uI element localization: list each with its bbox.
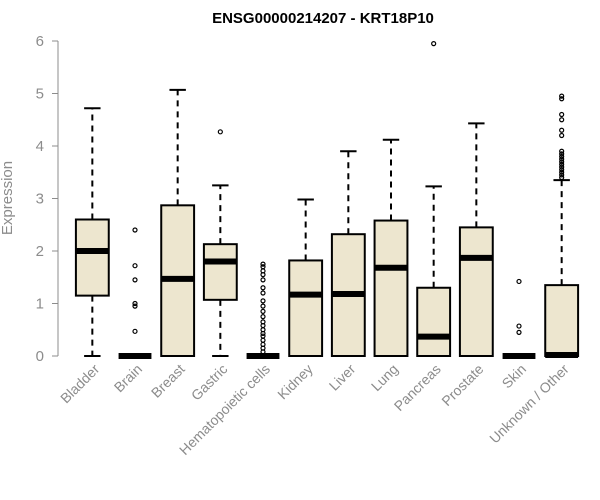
y-tick-label: 6 [36, 33, 44, 50]
outlier-point [132, 277, 138, 283]
box-breast [160, 88, 196, 357]
outlier-point [559, 172, 565, 178]
x-category-label: Liver [326, 361, 359, 394]
outlier-point [559, 132, 565, 139]
box-iqr [373, 219, 409, 357]
outlier-point [516, 329, 522, 335]
box-iqr [74, 218, 110, 297]
box-lung [373, 138, 409, 357]
chart-title: ENSG00000214207 - KRT18P10 [212, 10, 434, 27]
outlier-point [260, 308, 266, 314]
outlier-point [132, 227, 138, 233]
outlier-point [132, 300, 138, 307]
outlier-point [132, 303, 138, 309]
y-tick-label: 3 [36, 191, 44, 208]
y-tick-label: 0 [36, 348, 44, 365]
outlier-point [559, 148, 565, 154]
outlier-point [260, 337, 266, 343]
outlier-point [559, 164, 565, 170]
box-prostate [458, 122, 494, 357]
outlier-point [260, 349, 266, 355]
box-pancreas [416, 41, 452, 357]
outlier-point [260, 330, 266, 337]
box-iqr [458, 226, 494, 357]
outlier-point [559, 167, 565, 173]
x-category-label: Kidney [274, 361, 316, 403]
box-iqr [544, 284, 580, 357]
box-liver [330, 150, 366, 357]
outlier-point [559, 151, 565, 157]
outlier-point [559, 174, 565, 181]
outlier-point [260, 290, 266, 296]
outlier-point [260, 333, 266, 339]
outlier-point [260, 277, 266, 283]
x-category-label: Skin [499, 361, 530, 392]
outlier-point [132, 328, 138, 334]
outlier-point [516, 323, 522, 329]
outlier-point [559, 93, 565, 99]
box-kidney [288, 198, 324, 358]
x-category-label: Gastric [188, 361, 231, 404]
x-category-label: Bladder [57, 361, 103, 407]
outlier-point [217, 129, 223, 135]
x-category-label: Lung [368, 361, 401, 394]
y-axis-label: Expression [0, 161, 16, 235]
outlier-point [559, 159, 565, 165]
outlier-point [260, 298, 266, 304]
x-category-label: Unknown / Other [486, 361, 572, 447]
outlier-point [559, 156, 565, 162]
box-iqr [416, 286, 452, 357]
outlier-point [559, 117, 565, 123]
outlier-point [559, 111, 565, 118]
y-tick-label: 5 [36, 86, 44, 103]
y-axis: 0 1 2 3 4 5 6 [36, 33, 59, 365]
outlier-point [559, 153, 565, 160]
box-skin [502, 278, 536, 359]
x-category-label: Pancreas [391, 361, 444, 414]
outlier-point [260, 314, 266, 320]
outlier-point [260, 272, 266, 278]
y-tick-label: 1 [36, 296, 44, 313]
outlier-point [260, 303, 266, 309]
outlier-point [559, 161, 565, 167]
box-gastric [202, 129, 238, 357]
box-unknown-other [544, 93, 580, 358]
y-tick-label: 2 [36, 243, 44, 260]
outlier-point [559, 169, 565, 175]
outlier-point [431, 41, 437, 47]
outlier-point [260, 261, 266, 267]
y-tick-label: 4 [36, 138, 44, 155]
box-iqr [288, 259, 324, 358]
box-iqr [202, 243, 238, 301]
outlier-point [132, 263, 138, 269]
outlier-point [559, 127, 565, 133]
x-category-label: Brain [111, 361, 145, 395]
box-brain [118, 227, 152, 359]
box-bladder [74, 107, 110, 357]
outlier-point [260, 264, 266, 270]
x-category-label: Breast [148, 361, 188, 401]
boxes-group [74, 41, 580, 359]
outlier-point [516, 278, 522, 285]
box-hematopoietic-cells [246, 261, 280, 359]
outlier-point [559, 96, 565, 102]
outlier-point [260, 285, 266, 291]
x-category-label: Prostate [438, 361, 486, 409]
